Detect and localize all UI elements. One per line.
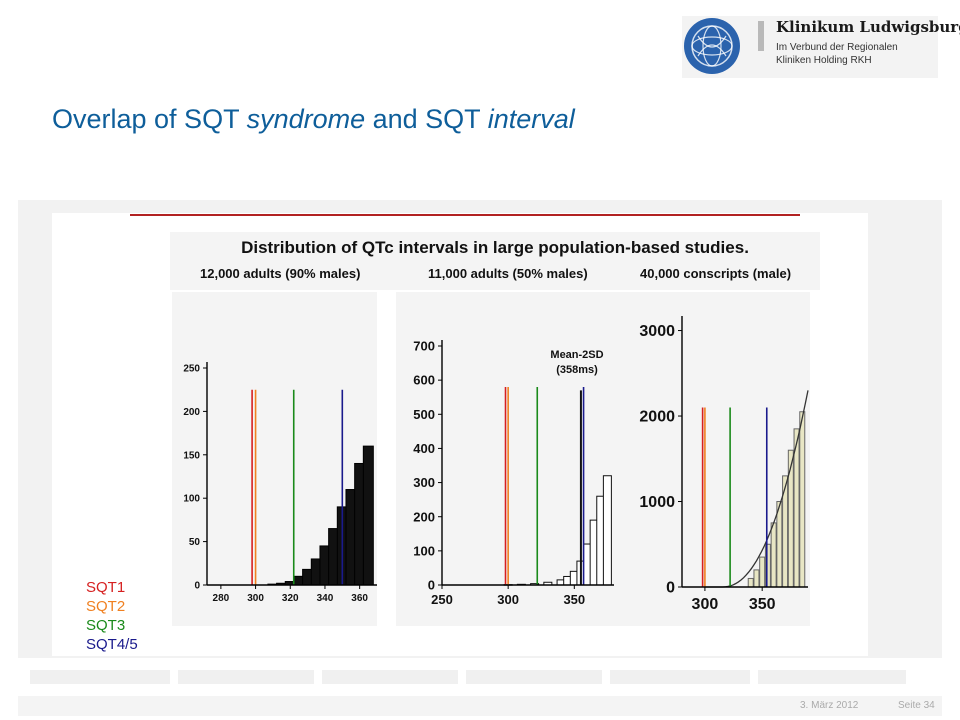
chart-3-x-tick-label: 350 bbox=[749, 596, 776, 613]
chart-subtitle-2: 11,000 adults (50% males) bbox=[428, 266, 588, 281]
chart-3-bar bbox=[747, 577, 754, 588]
logo-subtitle-line-1: Im Verbund der Regionalen bbox=[776, 42, 898, 53]
chart-2-x-tick-label: 300 bbox=[497, 592, 519, 607]
logo-name: Klinikum Ludwigsburg bbox=[776, 18, 960, 36]
chart-1-y-tick-label: 200 bbox=[183, 407, 200, 418]
chart-1-y-tick-label: 0 bbox=[194, 581, 200, 592]
legend-sqt45: SQT4/5 bbox=[86, 636, 138, 653]
title-part-1: Overlap of SQT bbox=[52, 104, 247, 134]
chart-3-y-tick-label: 2000 bbox=[639, 409, 675, 426]
chart-2-y-tick-label: 100 bbox=[413, 543, 435, 558]
legend-sqt2: SQT2 bbox=[86, 598, 126, 615]
title-part-4: interval bbox=[487, 104, 575, 134]
figure-top-rule bbox=[130, 214, 800, 216]
chart-2-x-tick-label: 250 bbox=[431, 592, 453, 607]
bottom-segment bbox=[758, 670, 906, 684]
globe-logo-icon bbox=[684, 18, 740, 74]
bottom-segment bbox=[30, 670, 170, 684]
chart-3-y-tick-label: 1000 bbox=[639, 494, 675, 511]
chart-2-annotation-1: Mean-2SD bbox=[550, 349, 603, 361]
title-part-3: and SQT bbox=[365, 104, 488, 134]
chart-3-bar bbox=[770, 522, 777, 588]
chart-2-y-tick-label: 0 bbox=[428, 578, 435, 593]
chart-3-y-tick-label: 0 bbox=[666, 580, 675, 597]
chart-3-bar bbox=[776, 501, 783, 588]
chart-2-annotation-2: (358ms) bbox=[556, 364, 598, 376]
chart-header: Distribution of QTc intervals in large p… bbox=[170, 232, 820, 290]
chart-subtitle-1: 12,000 adults (90% males) bbox=[200, 266, 361, 281]
chart-2-bar bbox=[602, 475, 612, 586]
chart-2-y-tick-label: 300 bbox=[413, 475, 435, 490]
chart-2-y-tick-label: 200 bbox=[413, 509, 435, 524]
logo-subtitle-line-2: Kliniken Holding RKH bbox=[776, 55, 872, 66]
chart-1-x-tick-label: 340 bbox=[317, 593, 334, 604]
chart-3-bar bbox=[799, 411, 806, 588]
chart-1-y-tick-label: 250 bbox=[183, 364, 200, 375]
slide-title: Overlap of SQT syndrome and SQT interval bbox=[52, 104, 575, 135]
bottom-segment bbox=[610, 670, 750, 684]
hospital-logo: Klinikum Ludwigsburg Im Verbund der Regi… bbox=[682, 16, 960, 78]
bottom-segment bbox=[466, 670, 602, 684]
logo-subtitle: Im Verbund der Regionalen Kliniken Holdi… bbox=[776, 41, 898, 67]
footer-bar bbox=[18, 696, 942, 716]
chart-1-y-tick-label: 100 bbox=[183, 494, 200, 505]
chart-1-bar bbox=[362, 445, 374, 586]
legend-sqt3: SQT3 bbox=[86, 617, 126, 634]
chart-2-x-tick-label: 350 bbox=[563, 592, 585, 607]
chart-1-x-tick-label: 280 bbox=[213, 593, 230, 604]
footer-page-number: Seite 34 bbox=[898, 700, 935, 711]
chart-3-bar bbox=[759, 556, 766, 588]
chart-1-x-tick-label: 320 bbox=[282, 593, 299, 604]
chart-3-bar bbox=[787, 449, 794, 588]
chart-3-x-tick-label: 300 bbox=[692, 596, 719, 613]
logo-divider bbox=[758, 21, 764, 51]
title-part-2: syndrome bbox=[246, 104, 366, 134]
chart-subtitle-3: 40,000 conscripts (male) bbox=[640, 266, 792, 281]
chart-2-y-tick-label: 400 bbox=[413, 441, 435, 456]
chart-title: Distribution of QTc intervals in large p… bbox=[241, 238, 749, 257]
chart-2-y-tick-label: 500 bbox=[413, 407, 435, 422]
footer-date: 3. März 2012 bbox=[800, 700, 859, 711]
legend-sqt1: SQT1 bbox=[86, 579, 126, 596]
legend: SQT1 SQT2 SQT3 SQT4/5 bbox=[86, 578, 138, 654]
chart-1-y-tick-label: 150 bbox=[183, 450, 200, 461]
chart-2-y-tick-label: 700 bbox=[413, 339, 435, 354]
chart-1-x-tick-label: 360 bbox=[351, 593, 368, 604]
chart-2-y-tick-label: 600 bbox=[413, 373, 435, 388]
bottom-segment bbox=[322, 670, 458, 684]
bottom-segment bbox=[178, 670, 314, 684]
chart-3-bar bbox=[753, 569, 760, 588]
chart-1-y-tick-label: 50 bbox=[189, 537, 201, 548]
chart-1-x-tick-label: 300 bbox=[247, 593, 264, 604]
chart-3-y-tick-label: 3000 bbox=[639, 323, 675, 340]
